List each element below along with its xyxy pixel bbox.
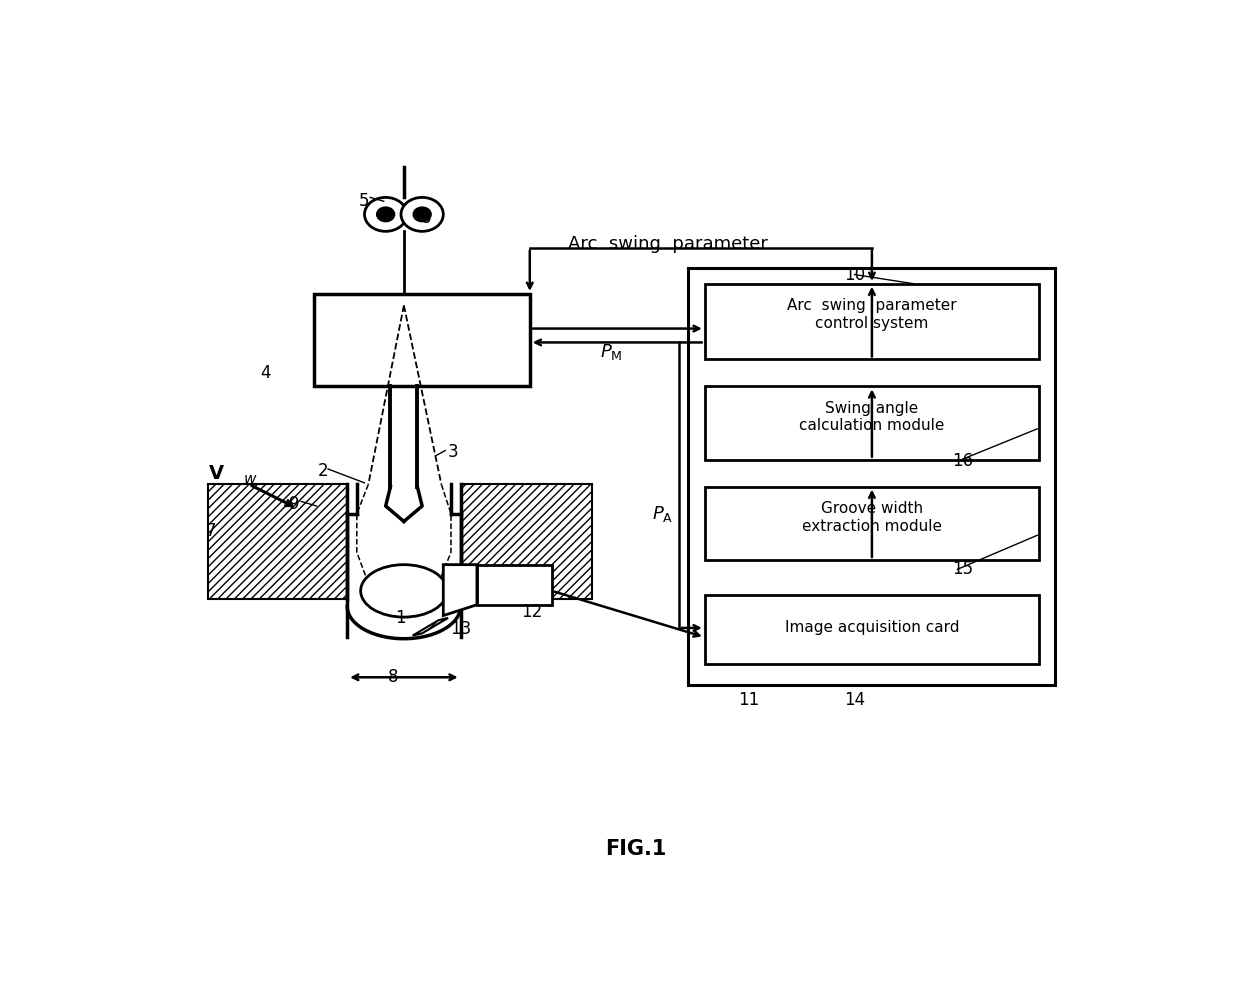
Text: 12: 12: [521, 603, 542, 621]
Text: 3: 3: [448, 443, 459, 461]
Text: 8: 8: [388, 668, 398, 686]
Circle shape: [413, 207, 430, 221]
Text: Swing angle
calculation module: Swing angle calculation module: [800, 401, 945, 434]
Text: 14: 14: [844, 691, 866, 709]
Bar: [704, 487, 1039, 560]
Bar: [314, 294, 529, 387]
Text: 5: 5: [360, 192, 370, 210]
Circle shape: [377, 207, 394, 221]
Polygon shape: [444, 565, 477, 615]
Text: Image acquisition card: Image acquisition card: [785, 620, 960, 635]
Text: 10: 10: [844, 266, 866, 284]
Text: 9: 9: [289, 495, 300, 513]
Circle shape: [401, 197, 444, 231]
Text: Groove width
extraction module: Groove width extraction module: [802, 501, 942, 534]
Text: 15: 15: [951, 560, 973, 578]
Polygon shape: [460, 484, 593, 598]
Bar: [688, 269, 1055, 685]
Bar: [477, 565, 552, 605]
Text: Arc  swing  parameter: Arc swing parameter: [568, 234, 768, 253]
Text: 4: 4: [260, 365, 270, 383]
Text: FIG.1: FIG.1: [605, 840, 666, 860]
Text: 13: 13: [450, 620, 471, 638]
Text: 6: 6: [420, 209, 432, 227]
Circle shape: [365, 197, 407, 231]
Bar: [704, 595, 1039, 664]
Text: $P_\mathrm{A}$: $P_\mathrm{A}$: [652, 504, 673, 524]
Polygon shape: [208, 484, 347, 598]
Bar: [704, 387, 1039, 460]
Text: 2: 2: [317, 462, 329, 480]
Text: $w$: $w$: [243, 472, 258, 487]
Text: 11: 11: [738, 691, 760, 709]
Text: $P_\mathrm{M}$: $P_\mathrm{M}$: [600, 342, 622, 362]
Ellipse shape: [361, 565, 448, 617]
Text: Arc  swing  parameter
control system: Arc swing parameter control system: [787, 299, 957, 331]
Text: $\mathbf{V}$: $\mathbf{V}$: [208, 464, 224, 483]
Text: 1: 1: [394, 609, 405, 627]
Text: 16: 16: [951, 452, 973, 470]
Bar: [704, 284, 1039, 360]
Polygon shape: [413, 618, 448, 635]
Text: 7: 7: [206, 522, 216, 540]
